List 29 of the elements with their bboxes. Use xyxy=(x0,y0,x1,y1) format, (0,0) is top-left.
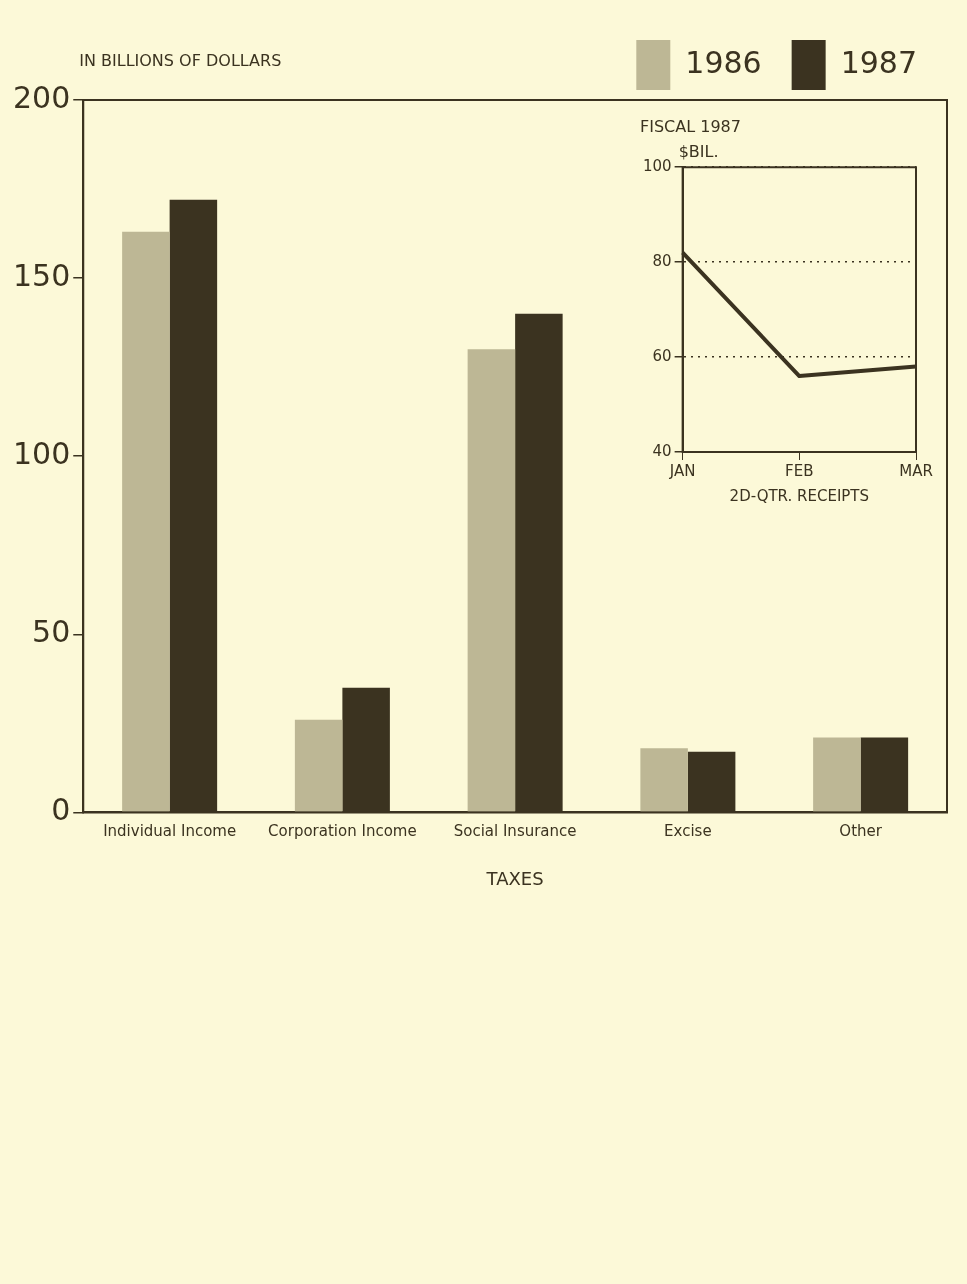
y-axis-title: IN BILLIONS OF DOLLARS xyxy=(79,51,282,71)
x-tick-label: Excise xyxy=(664,822,712,841)
y-tick-label: 0 xyxy=(51,792,71,828)
bar xyxy=(813,737,861,812)
bar xyxy=(467,349,516,812)
y-tick-label: 200 xyxy=(13,79,71,115)
y-tick-label: 100 xyxy=(642,157,672,176)
x-tick-label: Social Insurance xyxy=(453,822,577,841)
y-tick-label: 60 xyxy=(652,346,672,365)
y-tick-label: 50 xyxy=(32,614,71,650)
x-tick-label: Corporation Income xyxy=(268,822,417,841)
x-axis-title: 2D-QTR. RECEIPTS xyxy=(729,486,870,505)
x-tick-label: Individual Income xyxy=(103,822,237,841)
bar xyxy=(122,231,170,812)
legend-label: 1986 xyxy=(685,44,762,80)
bar xyxy=(640,748,688,812)
chart-title: FISCAL 1987 xyxy=(640,116,741,136)
x-axis-title: TAXES xyxy=(485,867,544,889)
x-tick-label: JAN xyxy=(668,461,696,480)
bar xyxy=(294,719,343,812)
y-tick-label: 150 xyxy=(13,257,71,293)
y-tick-label: 80 xyxy=(652,252,672,271)
legend-label: 1987 xyxy=(840,44,918,80)
x-tick-label: Other xyxy=(839,822,883,841)
y-tick-label: 40 xyxy=(652,441,672,460)
y-tick-label: 100 xyxy=(13,436,71,471)
y-axis-title: $BIL. xyxy=(678,142,719,162)
x-tick-label: MAR xyxy=(899,461,933,480)
x-tick-label: FEB xyxy=(785,461,814,480)
